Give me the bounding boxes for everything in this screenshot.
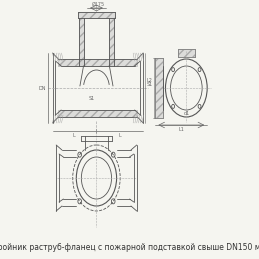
Text: L: L — [118, 133, 121, 138]
Bar — [178, 49, 195, 57]
Text: DN: DN — [39, 85, 46, 90]
Text: L: L — [73, 133, 76, 138]
Text: L2: L2 — [146, 77, 152, 83]
Bar — [78, 12, 115, 18]
Bar — [178, 49, 195, 57]
Bar — [58, 59, 138, 66]
Bar — [79, 18, 83, 66]
Text: Тройник раструб-фланец с пожарной подставкой свыше DN150 мм: Тройник раструб-фланец с пожарной подста… — [0, 243, 259, 253]
Bar — [155, 58, 163, 118]
Text: Ø175: Ø175 — [91, 2, 104, 6]
Text: d1: d1 — [183, 111, 190, 116]
Text: S1: S1 — [146, 82, 153, 87]
Bar — [109, 18, 114, 66]
Text: S1: S1 — [89, 96, 95, 100]
Text: L1: L1 — [178, 127, 184, 132]
Bar — [155, 58, 163, 118]
Bar — [58, 110, 138, 117]
